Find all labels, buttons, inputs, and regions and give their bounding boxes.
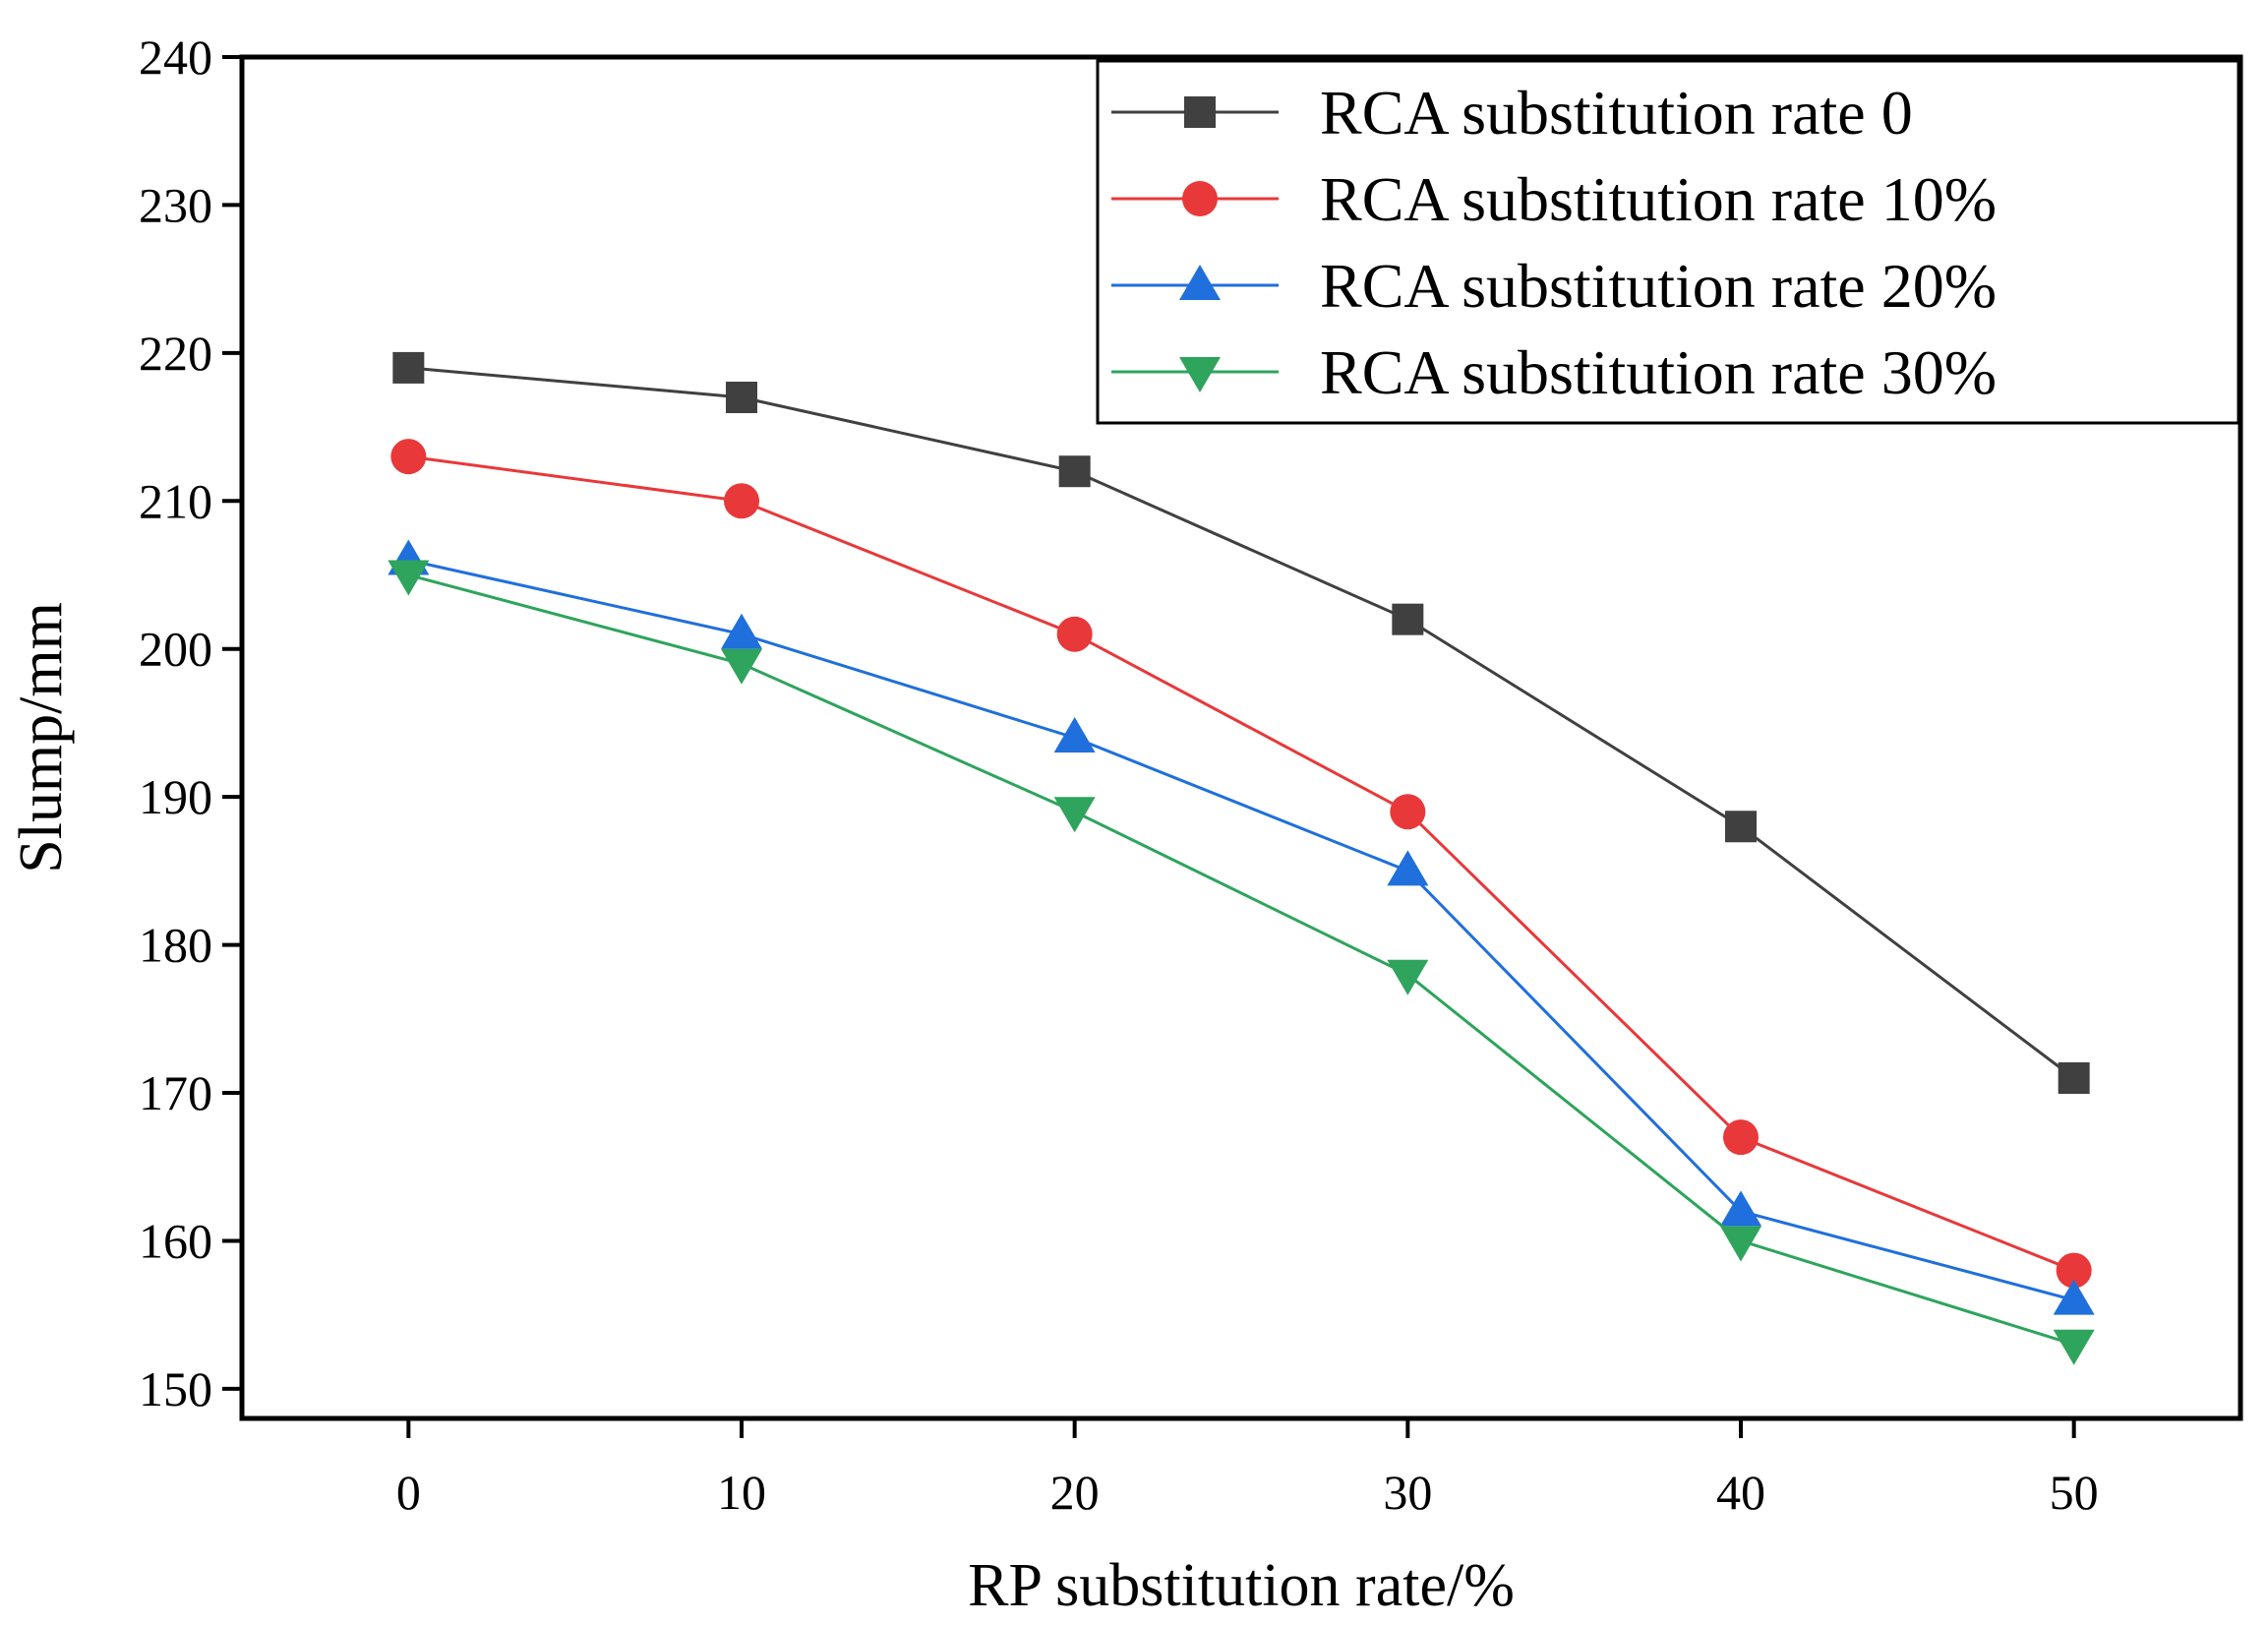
data-point bbox=[726, 382, 757, 413]
series-line bbox=[408, 366, 2075, 1080]
legend-label: RCA substitution rate 10% bbox=[1320, 164, 1997, 234]
y-tick-label: 160 bbox=[139, 1213, 212, 1268]
plot-frame bbox=[239, 54, 2243, 1421]
legend-entry: RCA substitution rate 20% bbox=[1111, 251, 1997, 321]
data-point bbox=[1387, 959, 1429, 995]
data-point bbox=[1387, 850, 1429, 886]
series-2 bbox=[388, 539, 2095, 1315]
x-tick-label: 30 bbox=[1383, 1465, 1432, 1520]
data-point bbox=[1056, 616, 1093, 652]
data-point bbox=[724, 483, 759, 519]
legend: RCA substitution rate 0 RCA substitution … bbox=[1096, 59, 2240, 425]
y-tick-label: 180 bbox=[139, 918, 212, 973]
y-tick-label: 240 bbox=[139, 30, 212, 85]
y-tick-label: 230 bbox=[139, 177, 212, 232]
data-point bbox=[1390, 794, 1426, 830]
y-axis-title: Slump/mm bbox=[8, 602, 75, 873]
legend-marker bbox=[1179, 357, 1221, 392]
x-tick-label: 50 bbox=[2050, 1465, 2099, 1520]
data-point bbox=[2056, 1252, 2092, 1289]
series-0 bbox=[392, 351, 2090, 1094]
series-line bbox=[408, 454, 2075, 1272]
x-tick-label: 40 bbox=[1716, 1465, 1765, 1520]
data-point bbox=[1053, 797, 1096, 833]
y-tick-label: 200 bbox=[139, 622, 212, 677]
data-point bbox=[721, 648, 762, 685]
legend-marker bbox=[1179, 265, 1221, 300]
data-point bbox=[388, 560, 430, 596]
y-tick-label: 190 bbox=[139, 769, 212, 824]
x-tick-label: 20 bbox=[1050, 1465, 1100, 1520]
legend-label: RCA substitution rate 0 bbox=[1320, 78, 1913, 148]
legend-box bbox=[1096, 59, 2240, 425]
legend-marker bbox=[1184, 96, 1216, 128]
legend-label: RCA substitution rate 20% bbox=[1320, 251, 1997, 321]
data-point bbox=[2053, 1329, 2095, 1365]
y-tick-label: 150 bbox=[139, 1361, 212, 1416]
data-point bbox=[2058, 1062, 2090, 1094]
series-line bbox=[408, 559, 2075, 1302]
series-3 bbox=[388, 560, 2095, 1365]
data-point bbox=[2053, 1279, 2095, 1315]
x-axis-title: RP substitution rate/% bbox=[968, 1552, 1515, 1619]
series-1 bbox=[390, 439, 2092, 1289]
data-point bbox=[721, 613, 762, 649]
legend-entry: RCA substitution rate 10% bbox=[1111, 164, 1997, 234]
data-point bbox=[1720, 1190, 1761, 1227]
legend-label: RCA substitution rate 30% bbox=[1320, 337, 1997, 407]
legend-entry: RCA substitution rate 0 bbox=[1111, 78, 1913, 148]
data-point bbox=[1053, 717, 1096, 752]
data-point bbox=[1392, 603, 1424, 635]
y-tick-label: 210 bbox=[139, 473, 212, 528]
axes-layer: 150 160 170 180 190 200 210 220 230 240 0 10 20 30 40 5… bbox=[139, 30, 2099, 1520]
legend-marker bbox=[1182, 181, 1218, 216]
x-tick-label: 0 bbox=[396, 1465, 421, 1520]
y-tick-label: 170 bbox=[139, 1065, 212, 1120]
series-layer bbox=[388, 351, 2095, 1365]
data-point bbox=[392, 351, 425, 384]
data-point bbox=[1720, 1226, 1761, 1262]
legend-entry: RCA substitution rate 30% bbox=[1111, 337, 1997, 407]
data-point bbox=[390, 439, 427, 475]
x-tick-label: 10 bbox=[717, 1465, 766, 1520]
data-point bbox=[1058, 455, 1091, 488]
data-point bbox=[1723, 1119, 1759, 1156]
data-point bbox=[1725, 811, 1757, 843]
y-tick-label: 220 bbox=[139, 326, 212, 381]
series-line bbox=[407, 573, 2075, 1347]
